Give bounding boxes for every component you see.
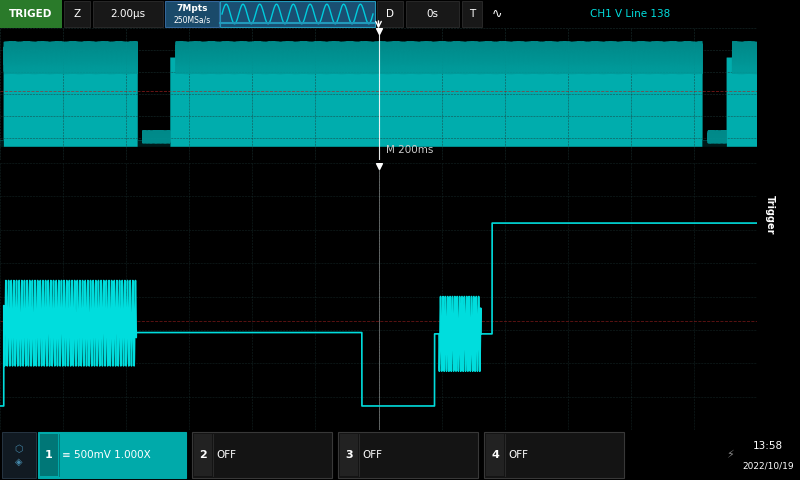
Bar <box>406 1 459 27</box>
Text: 2.00μs: 2.00μs <box>110 9 146 19</box>
Text: 0s: 0s <box>426 9 438 19</box>
Text: 2022/10/19: 2022/10/19 <box>742 461 794 470</box>
Text: 7Mpts: 7Mpts <box>176 4 208 13</box>
Bar <box>486 434 504 476</box>
Text: 13:58: 13:58 <box>753 441 783 451</box>
Text: Z: Z <box>74 9 81 19</box>
Text: ◈: ◈ <box>15 457 22 467</box>
Text: OFF: OFF <box>508 450 528 460</box>
Text: 2: 2 <box>199 450 207 460</box>
Bar <box>194 434 212 476</box>
Bar <box>0 0 62 28</box>
Text: 1: 1 <box>45 450 53 460</box>
Text: 3: 3 <box>345 450 353 460</box>
Text: ►: ► <box>0 479 1 480</box>
Text: M 200ms: M 200ms <box>386 145 434 155</box>
Bar <box>338 432 478 478</box>
Bar <box>462 1 482 27</box>
Text: 4: 4 <box>491 450 499 460</box>
Bar <box>40 434 58 476</box>
Text: D: D <box>386 9 394 19</box>
Bar <box>484 432 624 478</box>
Bar <box>93 1 163 27</box>
Text: ≡ 500mV 1.000X: ≡ 500mV 1.000X <box>62 450 150 460</box>
Text: OFF: OFF <box>362 450 382 460</box>
Text: ⚡: ⚡ <box>726 450 734 460</box>
Bar <box>165 1 219 27</box>
Bar <box>377 1 403 27</box>
Bar <box>64 1 90 27</box>
Text: OFF: OFF <box>216 450 236 460</box>
Text: CH1 V Line 138: CH1 V Line 138 <box>590 9 670 19</box>
Bar <box>38 432 186 478</box>
Text: TRIGED: TRIGED <box>10 9 53 19</box>
Bar <box>340 434 358 476</box>
Bar <box>2 432 36 478</box>
Text: ⬡: ⬡ <box>14 444 23 454</box>
Text: 250MSa/s: 250MSa/s <box>174 16 210 24</box>
Text: ∿: ∿ <box>492 8 502 21</box>
Bar <box>220 1 375 27</box>
Text: Trigger: Trigger <box>765 195 774 235</box>
Bar <box>192 432 332 478</box>
Text: T: T <box>469 9 475 19</box>
